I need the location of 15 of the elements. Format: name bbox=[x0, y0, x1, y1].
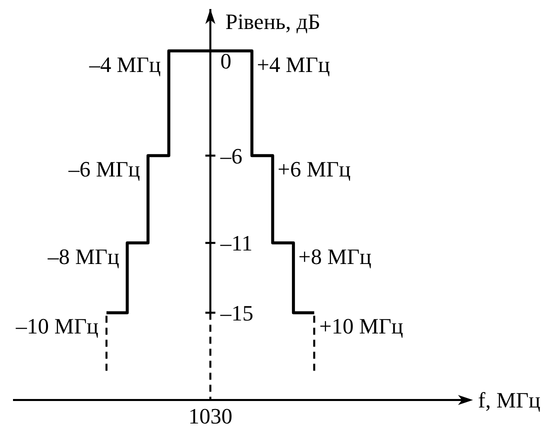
x-axis-title: f, МГц bbox=[478, 388, 541, 413]
y-tick-label: –6 bbox=[219, 143, 242, 168]
y-axis-title: Рівень, дБ bbox=[225, 9, 320, 34]
annotation: –8 МГц bbox=[46, 244, 120, 269]
y-tick-label: 0 bbox=[220, 48, 232, 74]
y-tick-label: –15 bbox=[219, 300, 254, 326]
annotation: +10 МГц bbox=[319, 314, 404, 339]
annotation: –10 МГц bbox=[14, 314, 99, 339]
annotation: +6 МГц bbox=[278, 156, 351, 182]
annotation: +4 МГц bbox=[256, 52, 330, 77]
x-tick-label: 1030 bbox=[188, 404, 232, 427]
y-tick-label: –11 bbox=[219, 230, 253, 256]
annotation: –4 МГц bbox=[88, 52, 162, 77]
annotation: +8 МГц bbox=[298, 244, 372, 269]
annotation: –6 МГц bbox=[67, 156, 140, 182]
